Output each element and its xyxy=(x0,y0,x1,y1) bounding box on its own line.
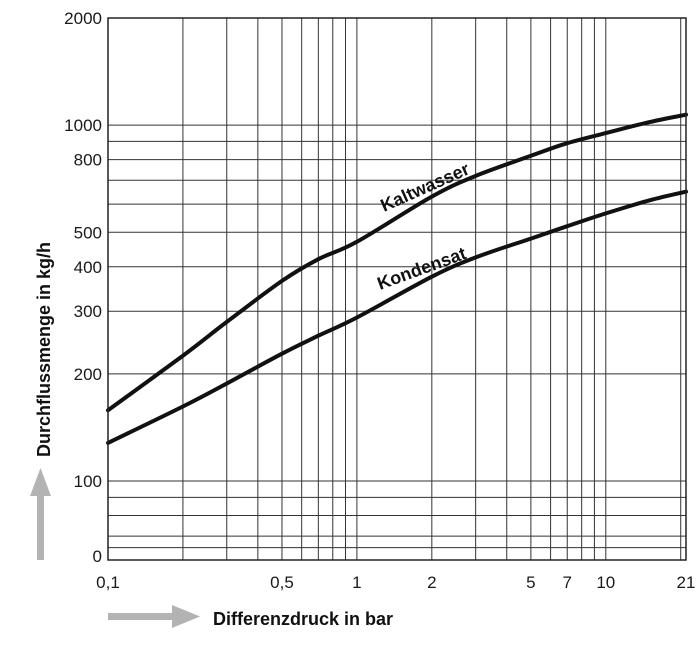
y-arrow-shaft xyxy=(37,490,44,560)
y-tick-label: 400 xyxy=(74,258,102,277)
plot-frame xyxy=(107,17,687,561)
x-arrow-shaft xyxy=(108,613,178,620)
y-tick-label: 200 xyxy=(74,365,102,384)
series-line-kondensat xyxy=(106,189,688,445)
x-arrow-head xyxy=(172,605,200,628)
y-tick-label: 0 xyxy=(93,547,102,566)
y-tick-label: 300 xyxy=(74,302,102,321)
tick-labels: 0,1 0,5 1 2 5 7 10 21 100 200 300 400 500 800 1000 2000… xyxy=(64,9,695,592)
curves xyxy=(106,112,688,445)
x-tick-label: 2 xyxy=(427,573,436,592)
y-tick-label: 1000 xyxy=(64,116,102,135)
series-label-kondensat: Kondensat xyxy=(375,243,469,294)
y-arrow-head xyxy=(30,468,51,496)
y-axis-title: Durchflussmenge in kg/h xyxy=(34,242,54,457)
y-tick-label: 500 xyxy=(74,223,102,242)
grid xyxy=(108,18,686,561)
x-tick-label: 10 xyxy=(596,573,615,592)
y-tick-label: 2000 xyxy=(64,9,102,28)
x-tick-label: 0,5 xyxy=(270,573,294,592)
y-tick-label: 800 xyxy=(74,151,102,170)
x-tick-label: 0,1 xyxy=(96,573,120,592)
x-tick-label: 7 xyxy=(563,573,572,592)
x-tick-label: 21 xyxy=(677,573,696,592)
series-label-kaltwasser: Kaltwasser xyxy=(377,159,472,216)
x-tick-label: 1 xyxy=(352,573,361,592)
series-line-kaltwasser xyxy=(106,112,688,413)
y-tick-label: 100 xyxy=(74,472,102,491)
x-axis-title: Differenzdruck in bar xyxy=(213,609,393,629)
x-tick-label: 5 xyxy=(526,573,535,592)
